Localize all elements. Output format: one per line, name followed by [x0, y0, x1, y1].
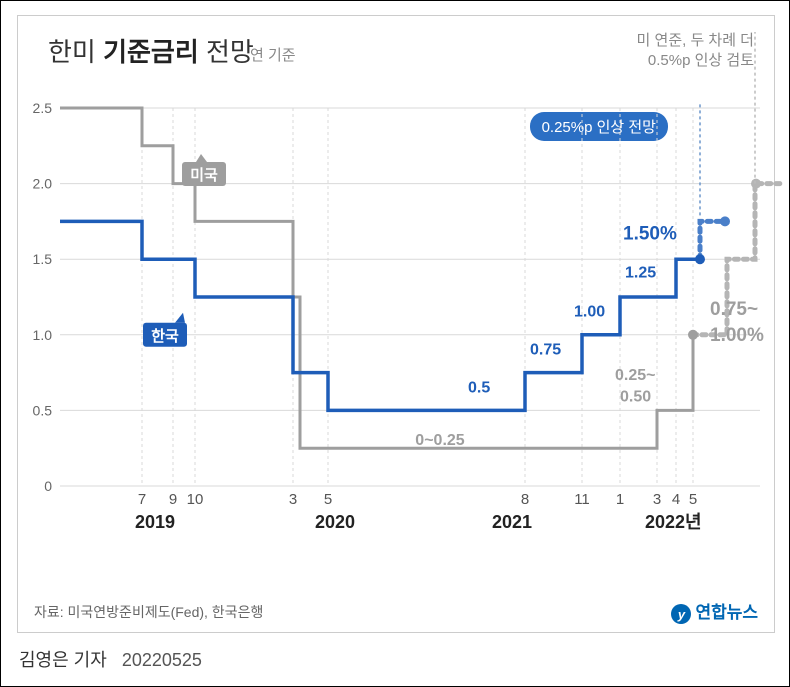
svg-text:5: 5 — [324, 491, 332, 508]
svg-text:0~0.25: 0~0.25 — [415, 432, 464, 449]
source-text: 자료: 미국연방준비제도(Fed), 한국은행 — [34, 602, 263, 622]
svg-text:1.5: 1.5 — [33, 251, 53, 267]
agency-name: 연합뉴스 — [695, 603, 758, 622]
svg-text:0.5: 0.5 — [33, 402, 53, 418]
title-prefix: 한미 — [48, 37, 96, 67]
svg-text:8: 8 — [521, 491, 529, 508]
svg-text:0.75~: 0.75~ — [710, 299, 758, 320]
chart-container: 한미 기준금리 전망 연 기준 미 연준, 두 차례 더 0.5%p 인상 검토… — [0, 0, 790, 687]
title-bold: 기준금리 — [103, 37, 199, 67]
annotation-fed: 미 연준, 두 차례 더 0.5%p 인상 검토 — [637, 31, 754, 70]
svg-text:1.25: 1.25 — [625, 264, 656, 281]
svg-text:1: 1 — [616, 491, 624, 508]
byline-name: 김영은 기자 — [19, 650, 107, 670]
svg-text:10: 10 — [187, 491, 204, 508]
svg-text:7: 7 — [138, 491, 146, 508]
logo-icon: y — [671, 604, 691, 624]
annotation-fed-line2: 0.5%p 인상 검토 — [637, 51, 754, 71]
svg-text:0.50: 0.50 — [620, 388, 651, 405]
svg-text:2.0: 2.0 — [33, 176, 53, 192]
annotation-fed-line1: 미 연준, 두 차례 더 — [637, 31, 754, 51]
svg-text:2022년: 2022년 — [645, 512, 702, 532]
chart-title: 한미 기준금리 전망 — [48, 32, 254, 69]
svg-text:11: 11 — [574, 491, 590, 508]
svg-text:1.00%: 1.00% — [710, 325, 764, 346]
byline-date: 20220525 — [122, 650, 202, 670]
svg-text:5: 5 — [689, 491, 697, 508]
svg-text:2020: 2020 — [315, 512, 355, 532]
chart-box: 한미 기준금리 전망 연 기준 미 연준, 두 차례 더 0.5%p 인상 검토… — [17, 15, 775, 633]
svg-text:1.0: 1.0 — [33, 327, 53, 343]
svg-text:3: 3 — [653, 491, 661, 508]
svg-text:4: 4 — [672, 491, 680, 508]
svg-text:1.00: 1.00 — [574, 304, 605, 321]
svg-text:0.25~: 0.25~ — [615, 367, 655, 384]
svg-text:2019: 2019 — [135, 512, 175, 532]
svg-text:2.5: 2.5 — [33, 100, 53, 116]
title-suffix: 전망 — [206, 37, 254, 67]
svg-text:0.75: 0.75 — [530, 341, 561, 358]
svg-text:미국: 미국 — [190, 167, 218, 184]
byline: 김영은 기자 20220525 — [19, 646, 202, 672]
agency-logo: y연합뉴스 — [671, 598, 758, 624]
svg-text:2021: 2021 — [492, 512, 532, 532]
chart-plot: 00.51.01.52.02.5791035811134520192020202… — [60, 88, 760, 526]
svg-text:1.50%: 1.50% — [623, 224, 677, 245]
chart-subtitle: 연 기준 — [250, 44, 296, 65]
svg-text:9: 9 — [169, 491, 177, 508]
svg-text:0.5: 0.5 — [468, 379, 490, 396]
svg-text:0: 0 — [44, 478, 52, 494]
svg-text:한국: 한국 — [151, 328, 179, 345]
svg-text:3: 3 — [289, 491, 297, 508]
